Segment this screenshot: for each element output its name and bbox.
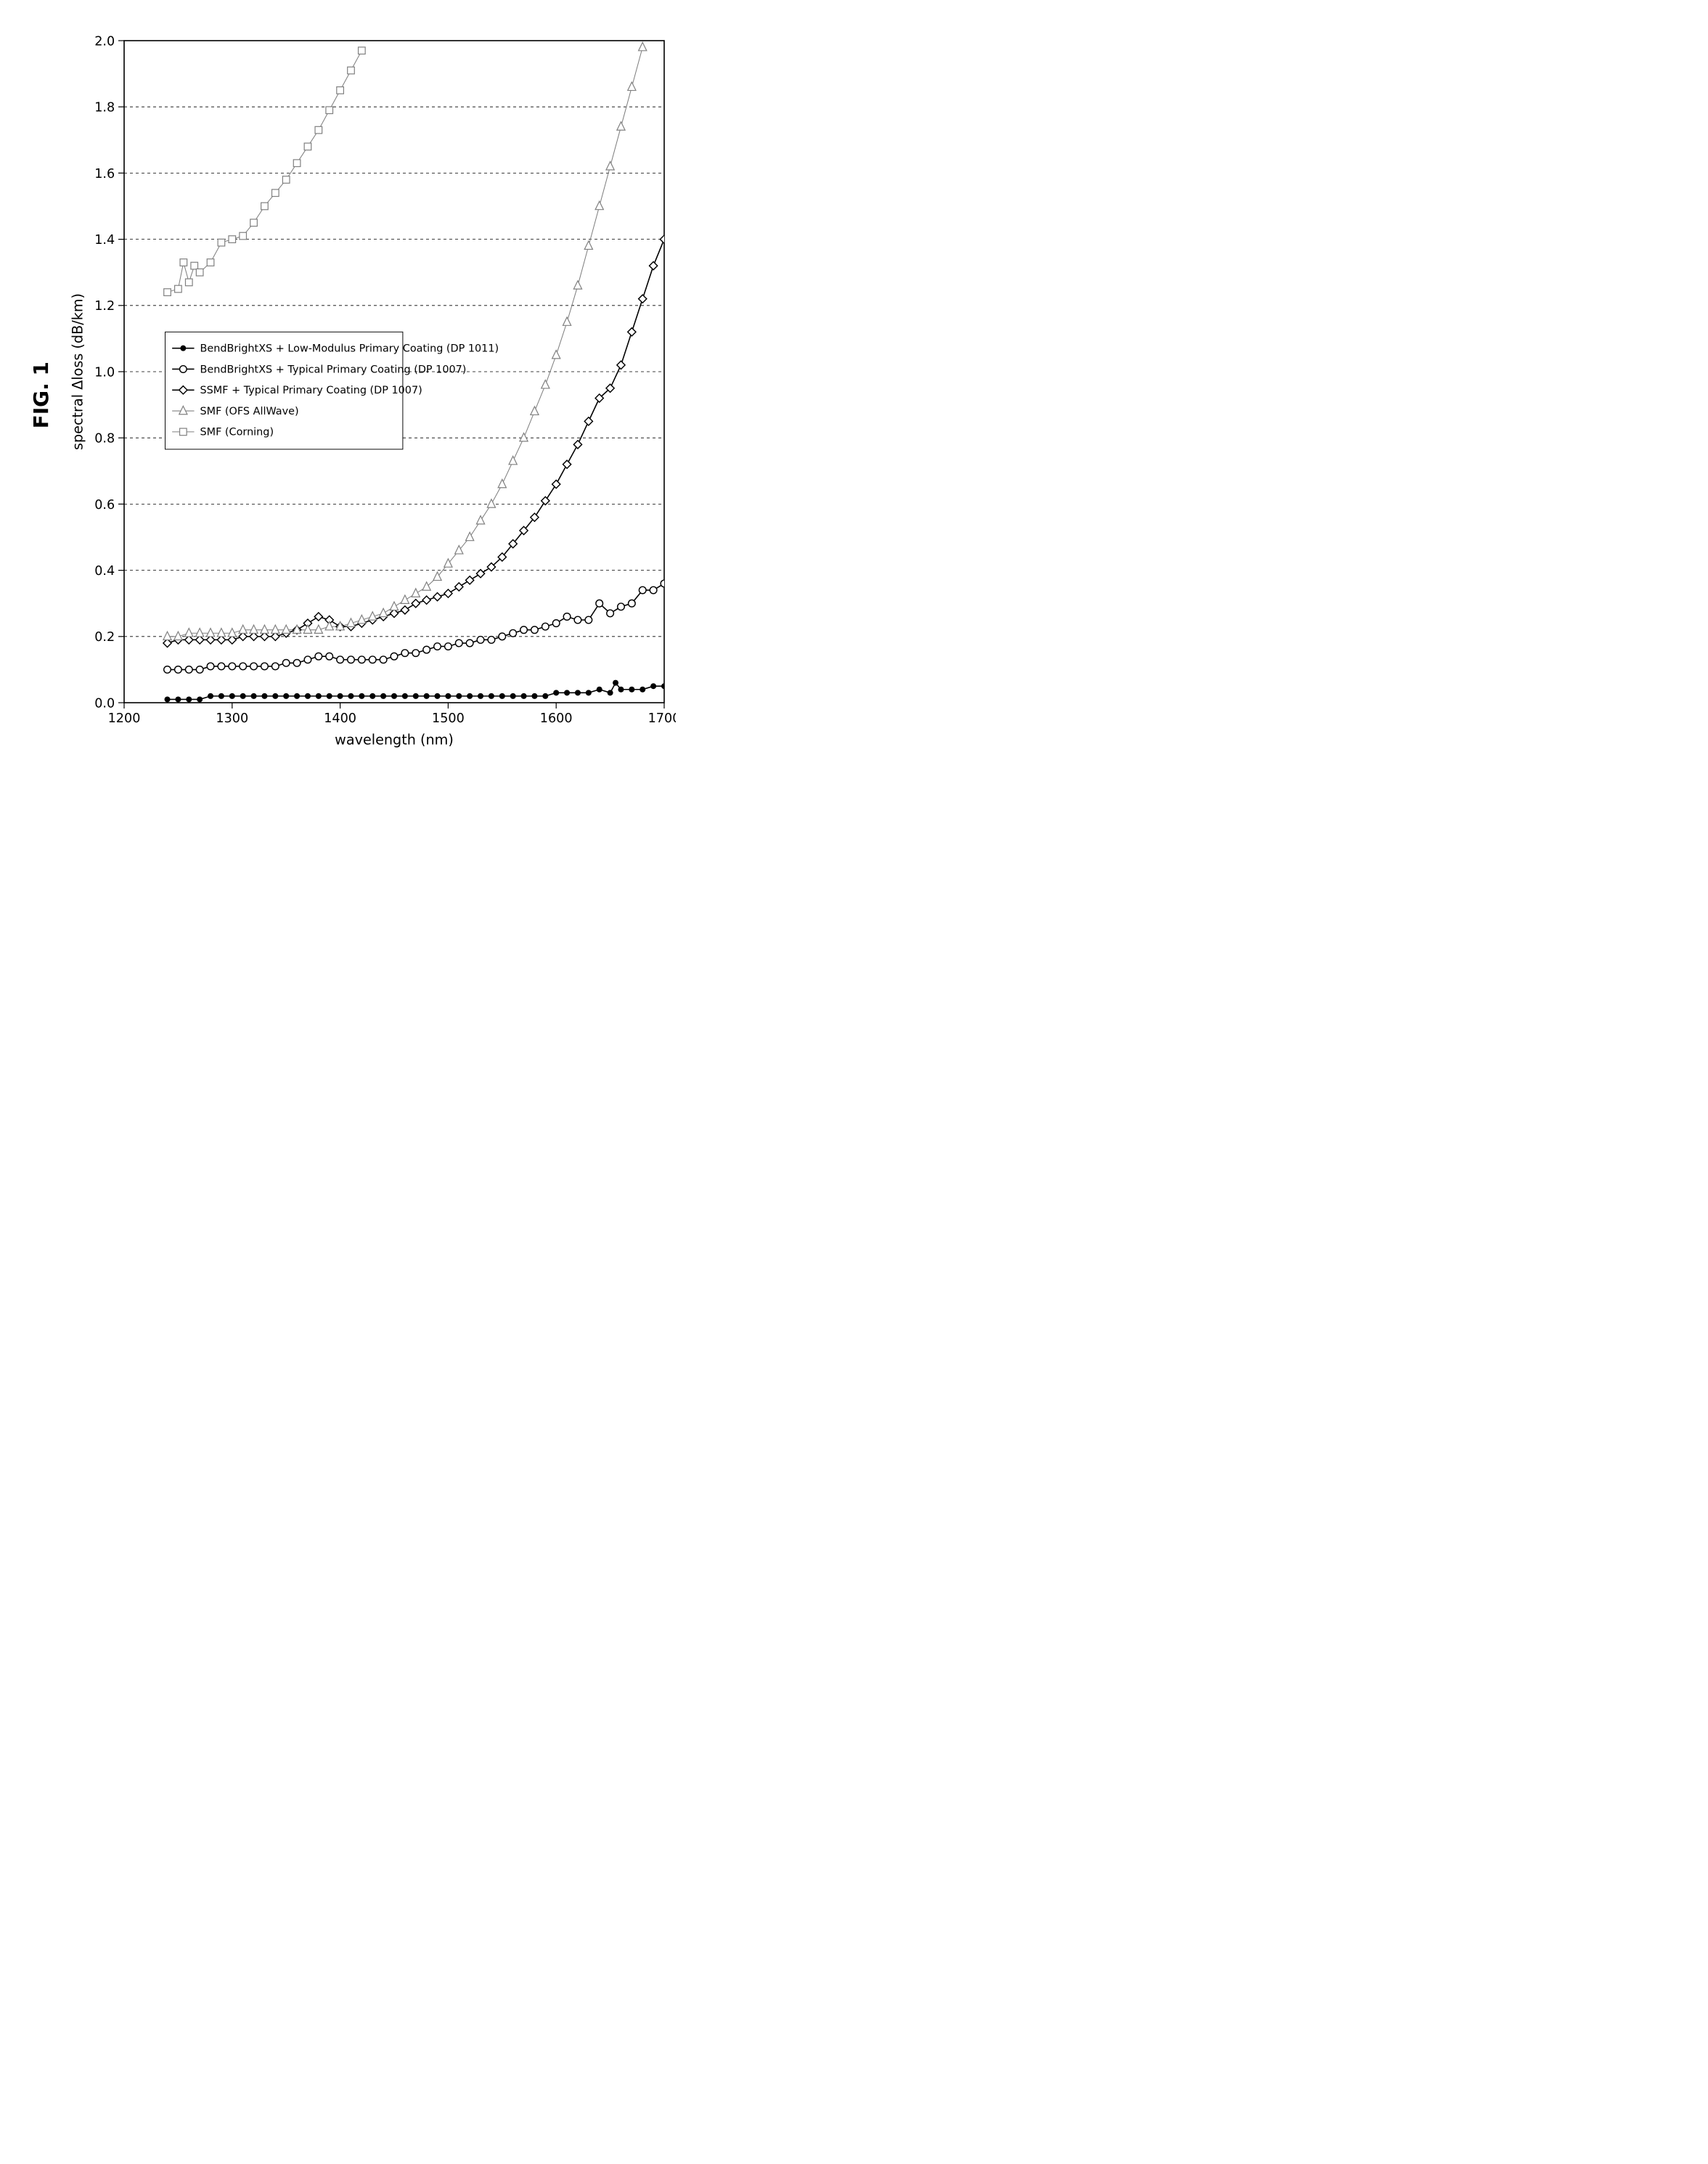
svg-text:0.8: 0.8 [94,432,115,446]
svg-text:BendBrightXS + Low-Modulus Pri: BendBrightXS + Low-Modulus Primary Coati… [200,343,499,354]
svg-text:1.8: 1.8 [94,101,115,115]
svg-text:0.6: 0.6 [94,498,115,513]
svg-text:1300: 1300 [216,711,248,726]
svg-text:wavelength (nm): wavelength (nm) [335,732,454,748]
svg-text:SSMF + Typical Primary Coating: SSMF + Typical Primary Coating (DP 1007) [200,385,422,396]
svg-text:1.4: 1.4 [94,233,115,248]
svg-text:1500: 1500 [432,711,465,726]
svg-text:0.0: 0.0 [94,696,115,711]
svg-text:spectral Δloss (dB/km): spectral Δloss (dB/km) [69,293,86,450]
svg-text:0.4: 0.4 [94,564,115,579]
svg-text:SMF (OFS AllWave): SMF (OFS AllWave) [200,406,299,417]
svg-text:1600: 1600 [540,711,573,726]
figure-title: FIG. 1 [29,362,53,428]
svg-text:1700: 1700 [648,711,676,726]
attenuation-chart: 0.0 0.2 0.4 0.6 0.8 1.0 1.2 1.4 1.6 1.8 2.0 1200 130… [60,29,676,761]
svg-text:2.0: 2.0 [94,34,115,49]
svg-text:0.2: 0.2 [94,630,115,645]
svg-text:1.0: 1.0 [94,365,115,380]
svg-text:1.6: 1.6 [94,167,115,181]
svg-text:1200: 1200 [108,711,141,726]
svg-text:1400: 1400 [324,711,356,726]
svg-text:SMF (Corning): SMF (Corning) [200,427,274,438]
svg-text:1.2: 1.2 [94,299,115,314]
svg-text:BendBrightXS + Typical Primary: BendBrightXS + Typical Primary Coating (… [200,364,467,375]
